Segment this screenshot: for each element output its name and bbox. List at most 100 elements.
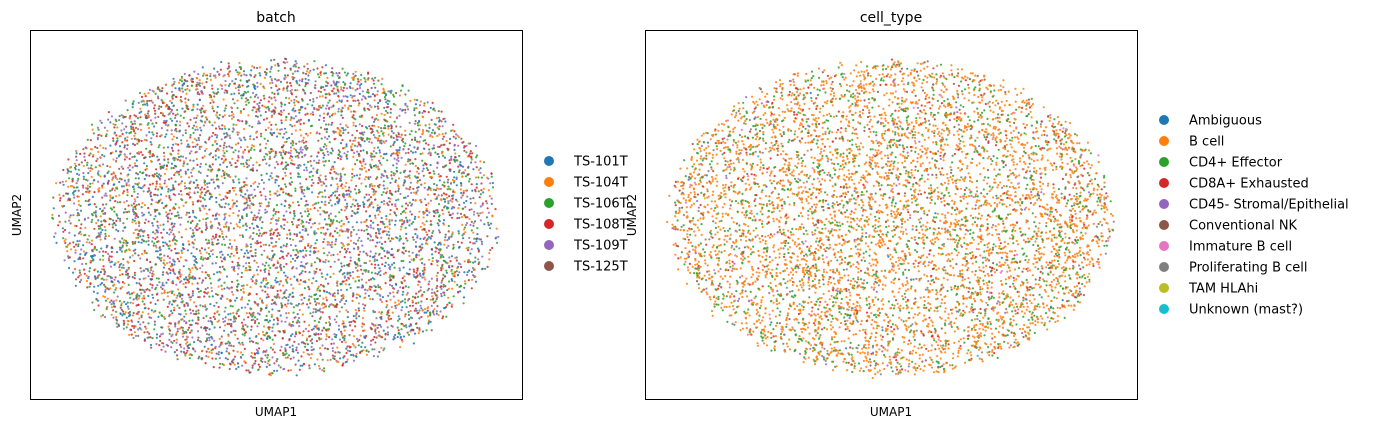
scatter-point [389, 181, 392, 184]
scatter-point [245, 97, 248, 100]
scatter-point [223, 268, 226, 271]
scatter-point [171, 239, 174, 242]
scatter-point [320, 149, 323, 152]
scatter-point [140, 139, 143, 142]
scatter-point [441, 209, 444, 212]
scatter-point [406, 299, 410, 302]
scatter-point [302, 238, 305, 241]
scatter-point [119, 135, 122, 138]
scatter-point [358, 259, 361, 262]
scatter-point [324, 123, 328, 126]
scatter-point [303, 320, 306, 323]
scatter-point [321, 195, 324, 198]
scatter-point [368, 140, 371, 143]
scatter-point [140, 206, 143, 209]
scatter-point [416, 122, 419, 125]
scatter-point [393, 211, 396, 214]
scatter-point [64, 241, 67, 245]
scatter-point [198, 98, 201, 102]
scatter-point [156, 250, 159, 253]
scatter-point [218, 326, 222, 329]
scatter-point [460, 196, 463, 199]
scatter-point [336, 284, 339, 287]
scatter-point [461, 165, 465, 168]
scatter-point [156, 284, 159, 287]
scatter-point [400, 328, 403, 331]
scatter-point [105, 307, 108, 311]
scatter-point [173, 351, 176, 354]
scatter-point [345, 279, 348, 282]
scatter-point [331, 89, 334, 92]
scatter-point [254, 241, 257, 244]
scatter-point [342, 89, 345, 92]
scatter-point [147, 126, 151, 130]
scatter-point [330, 254, 333, 257]
scatter-point [435, 274, 438, 277]
scatter-point [229, 207, 232, 210]
scatter-point [291, 72, 294, 75]
scatter-point [330, 123, 333, 126]
scatter-point [289, 369, 292, 372]
scatter-point [319, 126, 323, 129]
scatter-point [175, 136, 179, 139]
scatter-point [356, 202, 359, 205]
scatter-point [383, 106, 386, 109]
scatter-point [344, 230, 348, 233]
scatter-point [242, 208, 245, 211]
scatter-point [474, 176, 478, 179]
scatter-point [252, 227, 255, 230]
scatter-point [194, 121, 197, 124]
scatter-point [250, 307, 253, 311]
scatter-point [329, 358, 332, 361]
scatter-point [266, 356, 269, 359]
scatter-point [118, 119, 121, 122]
scatter-point [366, 254, 369, 257]
scatter-point [308, 324, 311, 327]
scatter-point [87, 171, 90, 175]
scatter-point [150, 99, 153, 102]
scatter-point [134, 182, 137, 185]
scatter-point [232, 179, 235, 182]
scatter-point [227, 334, 230, 337]
scatter-point [172, 166, 175, 170]
scatter-point [322, 145, 325, 148]
scatter-point [178, 271, 181, 274]
scatter-point [404, 129, 407, 132]
scatter-point [395, 162, 398, 165]
scatter-point [73, 245, 76, 248]
scatter-point [72, 271, 75, 274]
scatter-point [240, 356, 243, 359]
scatter-point [318, 268, 322, 271]
scatter-point [224, 306, 227, 309]
scatter-point [321, 66, 324, 69]
scatter-point [352, 314, 355, 318]
scatter-point [225, 235, 228, 238]
scatter-point [401, 282, 404, 285]
scatter-point [281, 255, 285, 258]
scatter-point [211, 107, 214, 110]
scatter-point [451, 231, 454, 234]
scatter-point [196, 339, 200, 342]
scatter-point [363, 269, 366, 272]
scatter-point [385, 106, 389, 109]
scatter-point [389, 197, 392, 200]
scatter-point [401, 137, 404, 140]
scatter-point [271, 330, 274, 333]
scatter-point [284, 183, 287, 186]
scatter-point [122, 229, 125, 232]
scatter-point [322, 160, 325, 163]
scatter-point [494, 237, 497, 240]
scatter-point [436, 161, 439, 164]
scatter-point [217, 169, 220, 172]
scatter-point [240, 162, 243, 165]
scatter-point [188, 353, 191, 356]
scatter-point [495, 241, 499, 244]
scatter-point [68, 231, 71, 234]
scatter-point [288, 346, 291, 349]
scatter-point [365, 252, 368, 255]
scatter-point [408, 219, 411, 222]
scatter-point [133, 120, 136, 123]
scatter-point [430, 131, 433, 134]
scatter-point [489, 227, 492, 230]
scatter-point [442, 135, 445, 138]
